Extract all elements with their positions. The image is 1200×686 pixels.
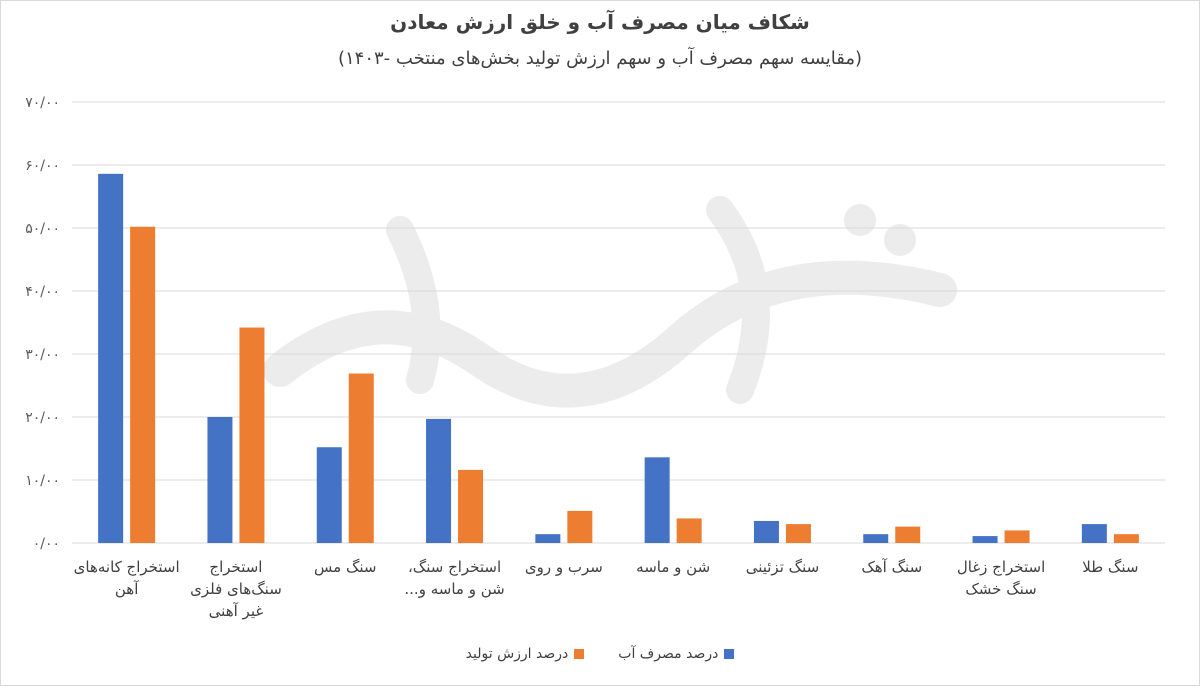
chart-title: شکاف میان مصرف آب و خلق ارزش معادن — [390, 10, 810, 34]
bar-production-value — [895, 526, 921, 543]
bar-chart: ۰/۰۰ ۱۰/۰۰ ۲۰/۰۰ ۳۰/۰۰ ۴۰/۰۰ ۵۰/۰۰ ۶۰/۰۰ ۷۰/۰۰ ا… — [25, 95, 1165, 620]
y-tick-label: ۳۰/۰۰ — [25, 347, 60, 363]
chart-subtitle: (مقایسه سهم مصرف آب و سهم ارزش تولید بخش… — [337, 48, 863, 69]
bar-production-value — [348, 373, 374, 543]
legend-label-water: درصد مصرف آب — [618, 646, 719, 662]
x-category-label: سنگ‌های فلزی — [190, 580, 282, 598]
x-category-label: استخراج — [209, 558, 262, 577]
bar-production-value — [130, 226, 156, 544]
bar-production-value — [1004, 530, 1030, 543]
legend-swatch-water — [724, 649, 735, 659]
bar-water-usage — [1081, 524, 1107, 543]
bar-production-value — [676, 518, 702, 543]
bar-water-usage — [426, 418, 452, 543]
x-category-label: شن و ماسه — [636, 558, 710, 576]
bar-production-value — [458, 469, 484, 543]
y-tick-label: ۰/۰۰ — [33, 536, 60, 552]
bar-water-usage — [753, 520, 779, 543]
x-category-label: سنگ مس — [314, 558, 376, 576]
bar-water-usage — [316, 447, 342, 543]
bar-water-usage — [863, 534, 889, 543]
legend-item-water: درصد مصرف آب — [618, 646, 735, 662]
x-category-label: آهن — [115, 580, 139, 598]
bar-production-value — [1113, 534, 1139, 543]
x-category-label: سنگ خشک — [965, 580, 1036, 598]
x-category-label: شن و ماسه و... — [404, 580, 504, 598]
bar-water-usage — [535, 534, 561, 543]
bar-water-usage — [98, 173, 124, 543]
bar-water-usage — [644, 457, 670, 543]
y-tick-label: ۶۰/۰۰ — [25, 158, 60, 174]
x-category-label: سرب و روی — [525, 558, 603, 576]
legend-swatch-value — [574, 649, 585, 659]
legend: درصد مصرف آب درصد ارزش تولید — [0, 646, 1200, 662]
bar-production-value — [567, 510, 593, 543]
bar-production-value — [239, 327, 265, 543]
y-tick-label: ۱۰/۰۰ — [25, 473, 60, 489]
x-category-label: سنگ تزئینی — [746, 558, 819, 576]
x-category-label: استخراج کانه‌های — [74, 558, 180, 577]
x-category-label: استخراج سنگ، — [408, 558, 501, 577]
y-tick-label: ۷۰/۰۰ — [25, 95, 60, 111]
bar-water-usage — [972, 536, 998, 543]
x-category-label: سنگ طلا — [1082, 558, 1138, 576]
y-tick-label: ۵۰/۰۰ — [25, 221, 60, 237]
y-tick-label: ۲۰/۰۰ — [25, 410, 60, 426]
bar-water-usage — [207, 417, 233, 543]
x-category-label: غیر آهنی — [209, 602, 264, 620]
legend-label-value: درصد ارزش تولید — [465, 646, 569, 662]
bar-production-value — [785, 524, 811, 543]
x-category-label: استخراج زغال — [957, 558, 1045, 577]
legend-item-value: درصد ارزش تولید — [466, 646, 585, 662]
x-category-label: سنگ آهک — [861, 558, 922, 576]
y-tick-label: ۴۰/۰۰ — [25, 284, 60, 300]
